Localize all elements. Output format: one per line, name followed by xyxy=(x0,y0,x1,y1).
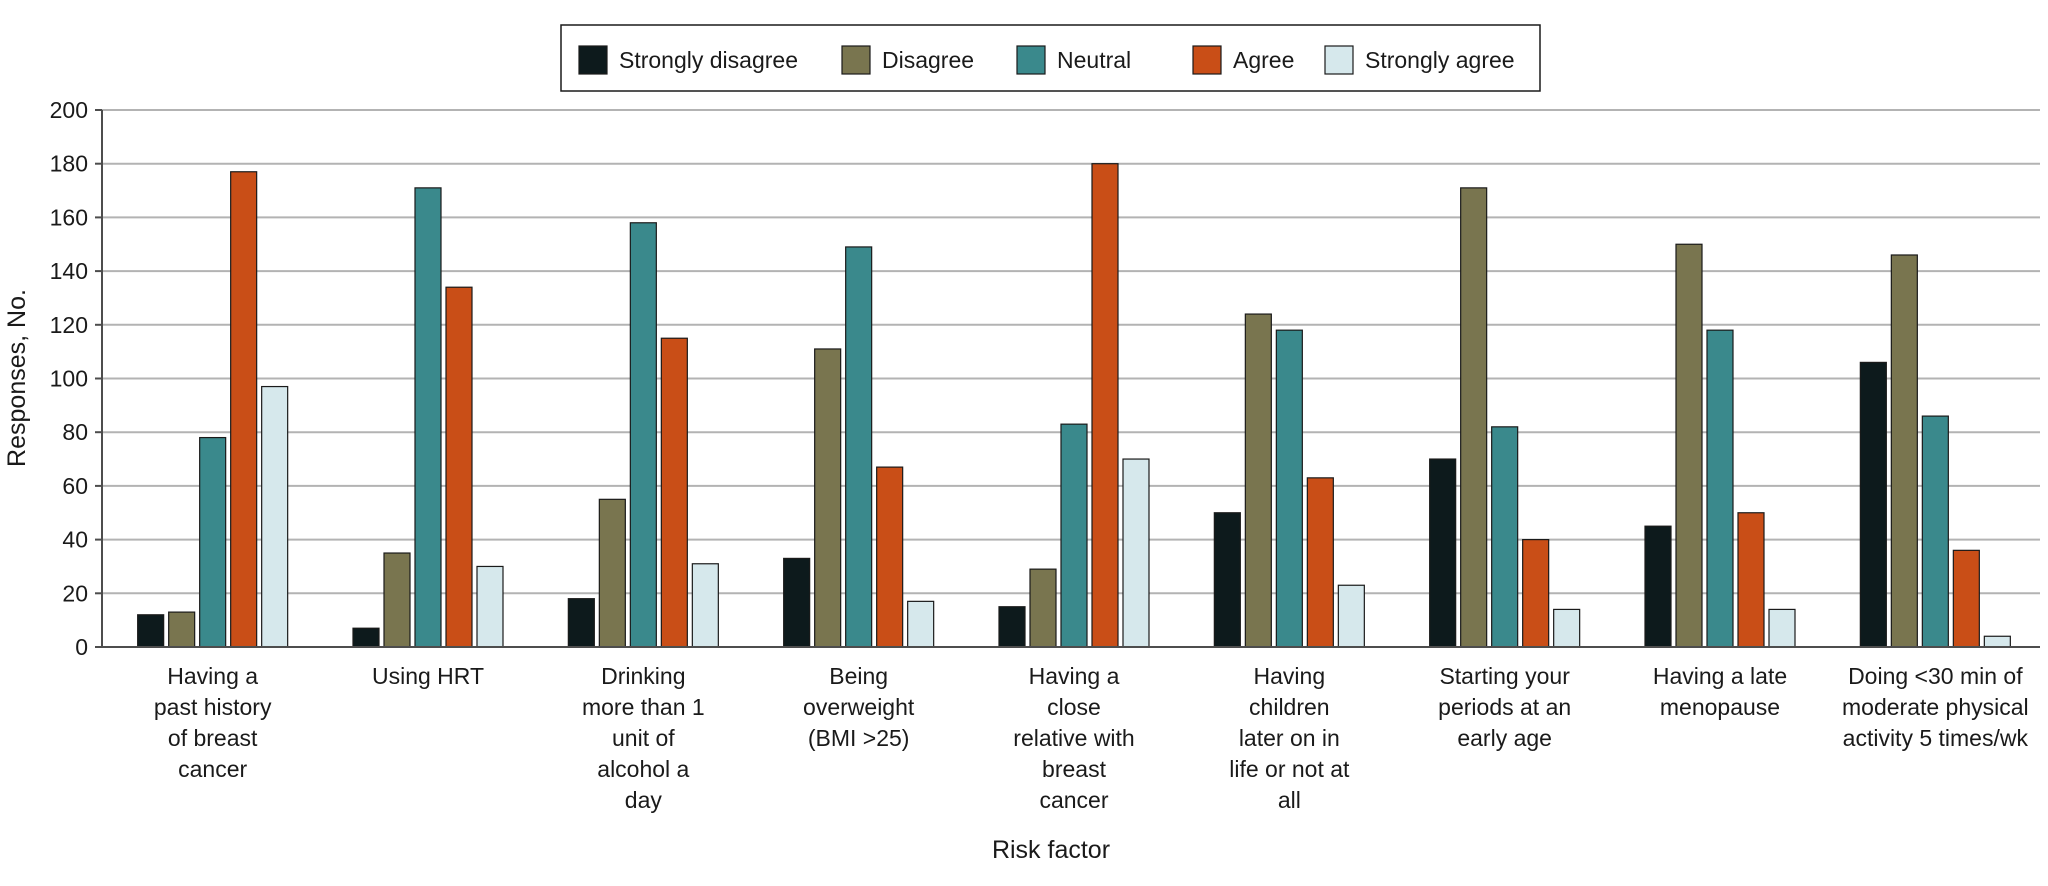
bar-agree xyxy=(1091,163,1119,648)
bar-strongly-disagree xyxy=(1213,512,1241,648)
legend: Strongly disagree Disagree Neutral Agree Str… xyxy=(560,24,1541,92)
bar-disagree xyxy=(168,611,196,648)
bar-agree xyxy=(445,286,473,648)
bar-strongly-disagree xyxy=(998,606,1026,648)
bar-disagree xyxy=(1675,243,1703,648)
y-tick-label: 200 xyxy=(50,97,88,123)
bar-strongly-agree xyxy=(1337,584,1365,648)
x-tick-label: Being overweight (BMI >25) xyxy=(803,663,915,751)
x-tick-label: Drinking more than 1 unit of alcohol a day xyxy=(582,663,705,813)
y-tick-label: 100 xyxy=(50,366,88,392)
legend-label: Strongly agree xyxy=(1365,47,1515,73)
legend-label: Neutral xyxy=(1057,47,1131,73)
bar-neutral xyxy=(845,246,873,648)
bar-neutral xyxy=(199,436,227,648)
x-tick-label: Having a late menopause xyxy=(1653,663,1787,720)
bar-strongly-disagree xyxy=(567,598,595,648)
bar-neutral xyxy=(414,187,442,648)
bar-disagree xyxy=(383,552,411,648)
x-tick-label: Having children later on in life or not at a… xyxy=(1229,663,1350,813)
bar-agree xyxy=(876,466,904,648)
y-axis-title: Responses, No. xyxy=(3,289,31,467)
bar-disagree xyxy=(1244,313,1272,648)
x-tick-label: Starting your periods at an early age xyxy=(1438,663,1571,751)
y-tick-label: 80 xyxy=(62,419,88,445)
bar-agree xyxy=(660,337,688,648)
x-tick-label: Having a past history of breast cancer xyxy=(154,663,272,782)
x-axis: Having a past history of breast cancer Using… xyxy=(102,646,2040,813)
legend-swatch-strongly-agree xyxy=(1324,45,1354,75)
bar-disagree xyxy=(814,348,842,648)
bar-neutral xyxy=(1060,423,1088,648)
y-tick-label: 140 xyxy=(50,258,88,284)
legend-swatch-strongly-disagree xyxy=(578,45,608,75)
bar-strongly-agree xyxy=(691,563,719,648)
y-tick-label: 20 xyxy=(62,580,88,606)
x-tick-label: Using HRT xyxy=(372,663,484,689)
x-tick-label: Having a close relative with breast cancer xyxy=(1013,663,1134,813)
legend-swatch-disagree xyxy=(841,45,871,75)
bar-neutral xyxy=(1706,329,1734,648)
bar-strongly-agree xyxy=(261,385,289,648)
legend-label: Strongly disagree xyxy=(619,47,798,73)
bar-strongly-disagree xyxy=(783,557,811,648)
legend-swatch-neutral xyxy=(1016,45,1046,75)
bar-disagree xyxy=(1460,187,1488,648)
legend-label: Agree xyxy=(1233,47,1294,73)
bar-agree xyxy=(1306,477,1334,648)
bar-neutral xyxy=(1921,415,1949,648)
bar-disagree xyxy=(598,498,626,648)
bar-strongly-agree xyxy=(1983,635,2011,648)
bars xyxy=(137,163,2011,648)
bar-strongly-agree xyxy=(1768,608,1796,648)
y-tick-label: 160 xyxy=(50,204,88,230)
bar-neutral xyxy=(1491,426,1519,648)
bar-neutral xyxy=(629,222,657,648)
y-tick-label: 40 xyxy=(62,527,88,553)
y-tick-label: 180 xyxy=(50,151,88,177)
bar-neutral xyxy=(1275,329,1303,648)
bar-agree xyxy=(1952,549,1980,648)
y-tick-label: 0 xyxy=(75,634,88,660)
bar-disagree xyxy=(1890,254,1918,648)
x-axis-title: Risk factor xyxy=(992,836,1110,864)
bar-agree xyxy=(230,171,258,648)
y-axis: 0 20 40 60 80 100 120 140 160 180 200 xyxy=(50,97,103,660)
legend-box xyxy=(560,24,1541,92)
bar-agree xyxy=(1522,538,1550,648)
bar-strongly-disagree xyxy=(352,627,380,648)
x-tick-label: Doing <30 min of moderate physical activit… xyxy=(1842,663,2029,751)
bar-strongly-disagree xyxy=(1429,458,1457,648)
bar-strongly-agree xyxy=(907,600,935,648)
bar-strongly-disagree xyxy=(1644,525,1672,648)
bar-strongly-agree xyxy=(1122,458,1150,648)
bar-strongly-agree xyxy=(1553,608,1581,648)
bar-strongly-agree xyxy=(476,565,504,648)
bar-agree xyxy=(1737,512,1765,648)
bar-strongly-disagree xyxy=(1859,361,1887,648)
bar-disagree xyxy=(1029,568,1057,648)
legend-swatch-agree xyxy=(1192,45,1222,75)
y-tick-label: 60 xyxy=(62,473,88,499)
y-tick-label: 120 xyxy=(50,312,88,338)
bar-strongly-disagree xyxy=(137,614,165,648)
legend-label: Disagree xyxy=(882,47,974,73)
